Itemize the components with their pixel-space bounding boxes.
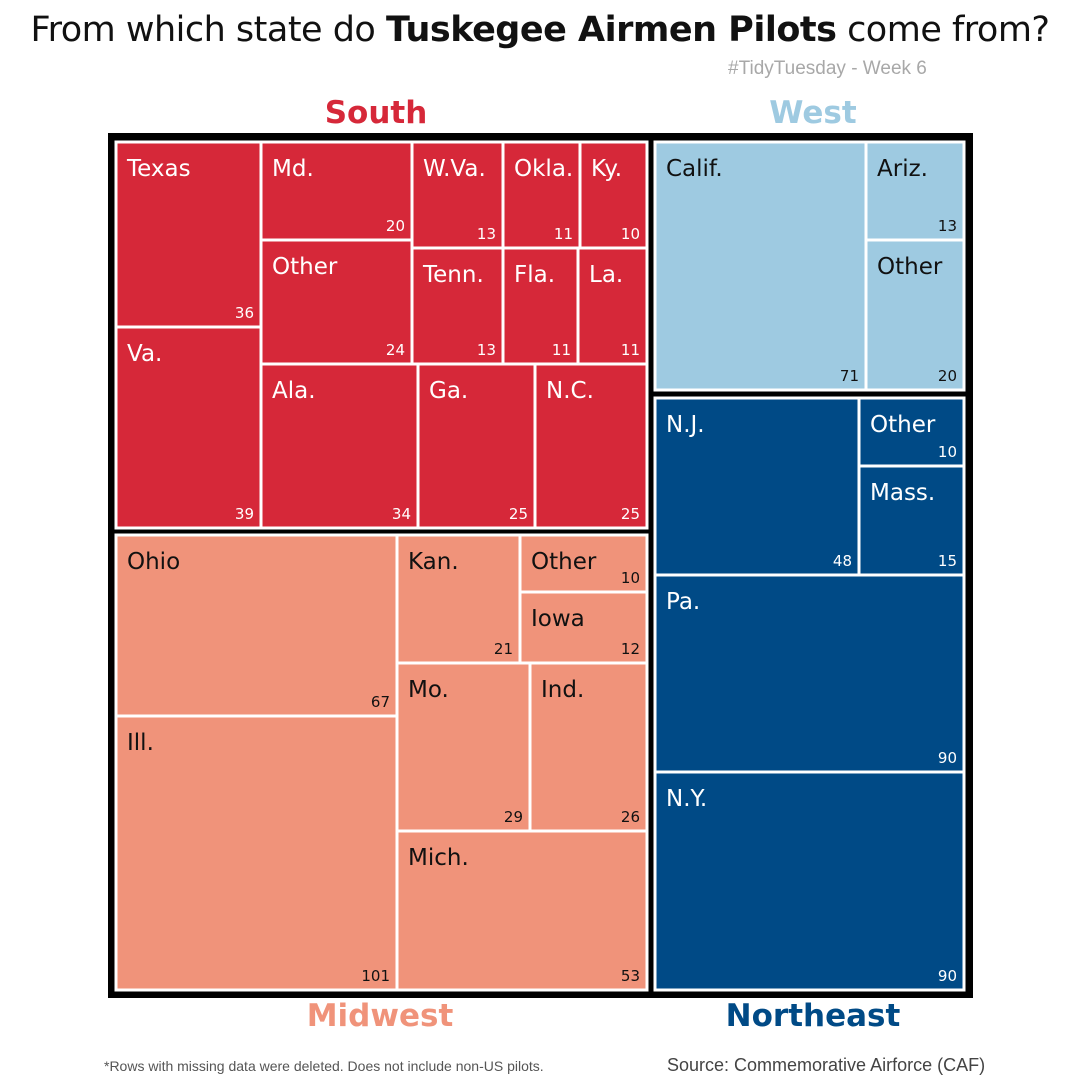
tile-midwest-ill (114, 714, 399, 992)
tile-label-south-ga: Ga. (429, 378, 468, 404)
tile-label-south-tenn: Tenn. (422, 262, 484, 288)
tile-northeast-mass (857, 464, 966, 577)
chart-subtitle: #TidyTuesday - Week 6 (728, 58, 927, 79)
title-bold: Tuskegee Airmen Pilots (385, 10, 837, 50)
tile-south-texas (114, 140, 263, 329)
region-midwest: Ohio 67 Ill. 101 Kan. 21 Other 10 Iowa 12 Mo. 29 Ind… (114, 533, 649, 992)
source-note: Source: Commemorative Airforce (CAF) (667, 1055, 986, 1075)
tile-value-south-other: 24 (386, 341, 405, 359)
tile-label-south-other: Other (272, 254, 338, 280)
tile-west-other (864, 238, 966, 392)
tile-midwest-mo (395, 661, 532, 833)
tile-label-south-la: La. (589, 262, 623, 288)
region-label-south: South (324, 95, 428, 131)
title-suffix: come from? (836, 10, 1050, 50)
tile-value-south-ala: 34 (392, 505, 411, 523)
tile-value-south-ga: 25 (509, 505, 528, 523)
tile-label-midwest-kan: Kan. (408, 549, 459, 575)
tile-label-midwest-mich: Mich. (408, 845, 469, 871)
tile-label-midwest-iowa: Iowa (531, 606, 585, 632)
region-label-west: West (769, 95, 857, 131)
tile-label-northeast-n-j: N.J. (666, 412, 705, 438)
tile-label-south-okla: Okla. (514, 156, 573, 182)
tile-northeast-n-y (653, 770, 966, 992)
tile-value-northeast-n-y: 90 (938, 967, 957, 985)
tile-label-northeast-other: Other (870, 412, 936, 438)
tile-midwest-other (518, 533, 649, 594)
tile-label-south-va: Va. (127, 341, 162, 367)
tile-value-south-n-c: 25 (621, 505, 640, 523)
tile-value-northeast-n-j: 48 (833, 552, 852, 570)
tile-value-northeast-pa: 90 (938, 749, 957, 767)
tile-label-west-ariz: Ariz. (877, 156, 928, 182)
tile-value-midwest-other: 10 (621, 569, 640, 587)
tile-value-south-okla: 11 (554, 225, 573, 243)
tile-label-northeast-pa: Pa. (666, 589, 700, 615)
tile-south-ky (578, 140, 649, 250)
tile-label-midwest-ill: Ill. (127, 730, 154, 756)
tile-value-west-ariz: 13 (938, 217, 957, 235)
tile-south-n-c (533, 362, 649, 530)
title-prefix: From which state do (30, 10, 386, 50)
tile-value-south-texas: 36 (235, 304, 254, 322)
tile-northeast-pa (653, 573, 966, 774)
tile-label-south-ky: Ky. (591, 156, 622, 182)
tile-value-midwest-iowa: 12 (621, 640, 640, 658)
tile-label-midwest-ind: Ind. (541, 677, 584, 703)
tile-label-midwest-ohio: Ohio (127, 549, 180, 575)
region-label-midwest: Midwest (306, 998, 454, 1034)
chart-title: From which state do Tuskegee Airmen Pilo… (0, 10, 1080, 50)
tile-label-west-other: Other (877, 254, 943, 280)
region-label-northeast: Northeast (725, 998, 901, 1034)
tile-value-south-md: 20 (386, 217, 405, 235)
tile-value-west-other: 20 (938, 367, 957, 385)
tile-value-midwest-kan: 21 (494, 640, 513, 658)
tile-value-south-va: 39 (235, 505, 254, 523)
tile-value-midwest-mo: 29 (504, 808, 523, 826)
tile-midwest-mich (395, 829, 649, 992)
tile-midwest-iowa (518, 590, 649, 665)
tile-label-midwest-other: Other (531, 549, 597, 575)
tile-label-northeast-mass: Mass. (870, 480, 935, 506)
tile-label-south-w-va: W.Va. (423, 156, 486, 182)
tile-value-south-ky: 10 (621, 225, 640, 243)
tile-south-other (259, 238, 414, 366)
tile-value-midwest-ill: 101 (361, 967, 390, 985)
tile-label-south-md: Md. (272, 156, 314, 182)
tile-northeast-n-j (653, 396, 861, 577)
tile-value-west-calif: 71 (840, 367, 859, 385)
tile-label-south-texas: Texas (126, 156, 191, 182)
tile-south-okla (501, 140, 582, 250)
tile-south-fla (501, 246, 580, 366)
tile-label-midwest-mo: Mo. (408, 677, 449, 703)
footnote: *Rows with missing data were deleted. Do… (104, 1058, 544, 1074)
region-west: Calif. 71 Ariz. 13 Other 20 (653, 140, 966, 392)
tile-label-west-calif: Calif. (666, 156, 723, 182)
tile-value-midwest-mich: 53 (621, 967, 640, 985)
tile-label-south-n-c: N.C. (546, 378, 594, 404)
region-south: Texas 36 Va. 39 Md. 20 W.Va. 13 Okla. 11 Ky. 10 Othe… (114, 140, 649, 530)
tile-value-midwest-ind: 26 (621, 808, 640, 826)
tile-label-south-ala: Ala. (272, 378, 316, 404)
tile-value-south-fla: 11 (552, 341, 571, 359)
tile-midwest-ind (528, 661, 649, 833)
tile-value-midwest-ohio: 67 (371, 693, 390, 711)
tile-value-south-la: 11 (621, 341, 640, 359)
tile-value-northeast-other: 10 (938, 443, 957, 461)
tile-label-northeast-n-y: N.Y. (666, 786, 707, 812)
tile-south-la (576, 246, 649, 366)
tile-value-south-w-va: 13 (477, 225, 496, 243)
tile-west-calif (653, 140, 868, 392)
tile-midwest-ohio (114, 533, 399, 718)
tile-value-south-tenn: 13 (477, 341, 496, 359)
tile-value-northeast-mass: 15 (938, 552, 957, 570)
tile-label-south-fla: Fla. (514, 262, 555, 288)
